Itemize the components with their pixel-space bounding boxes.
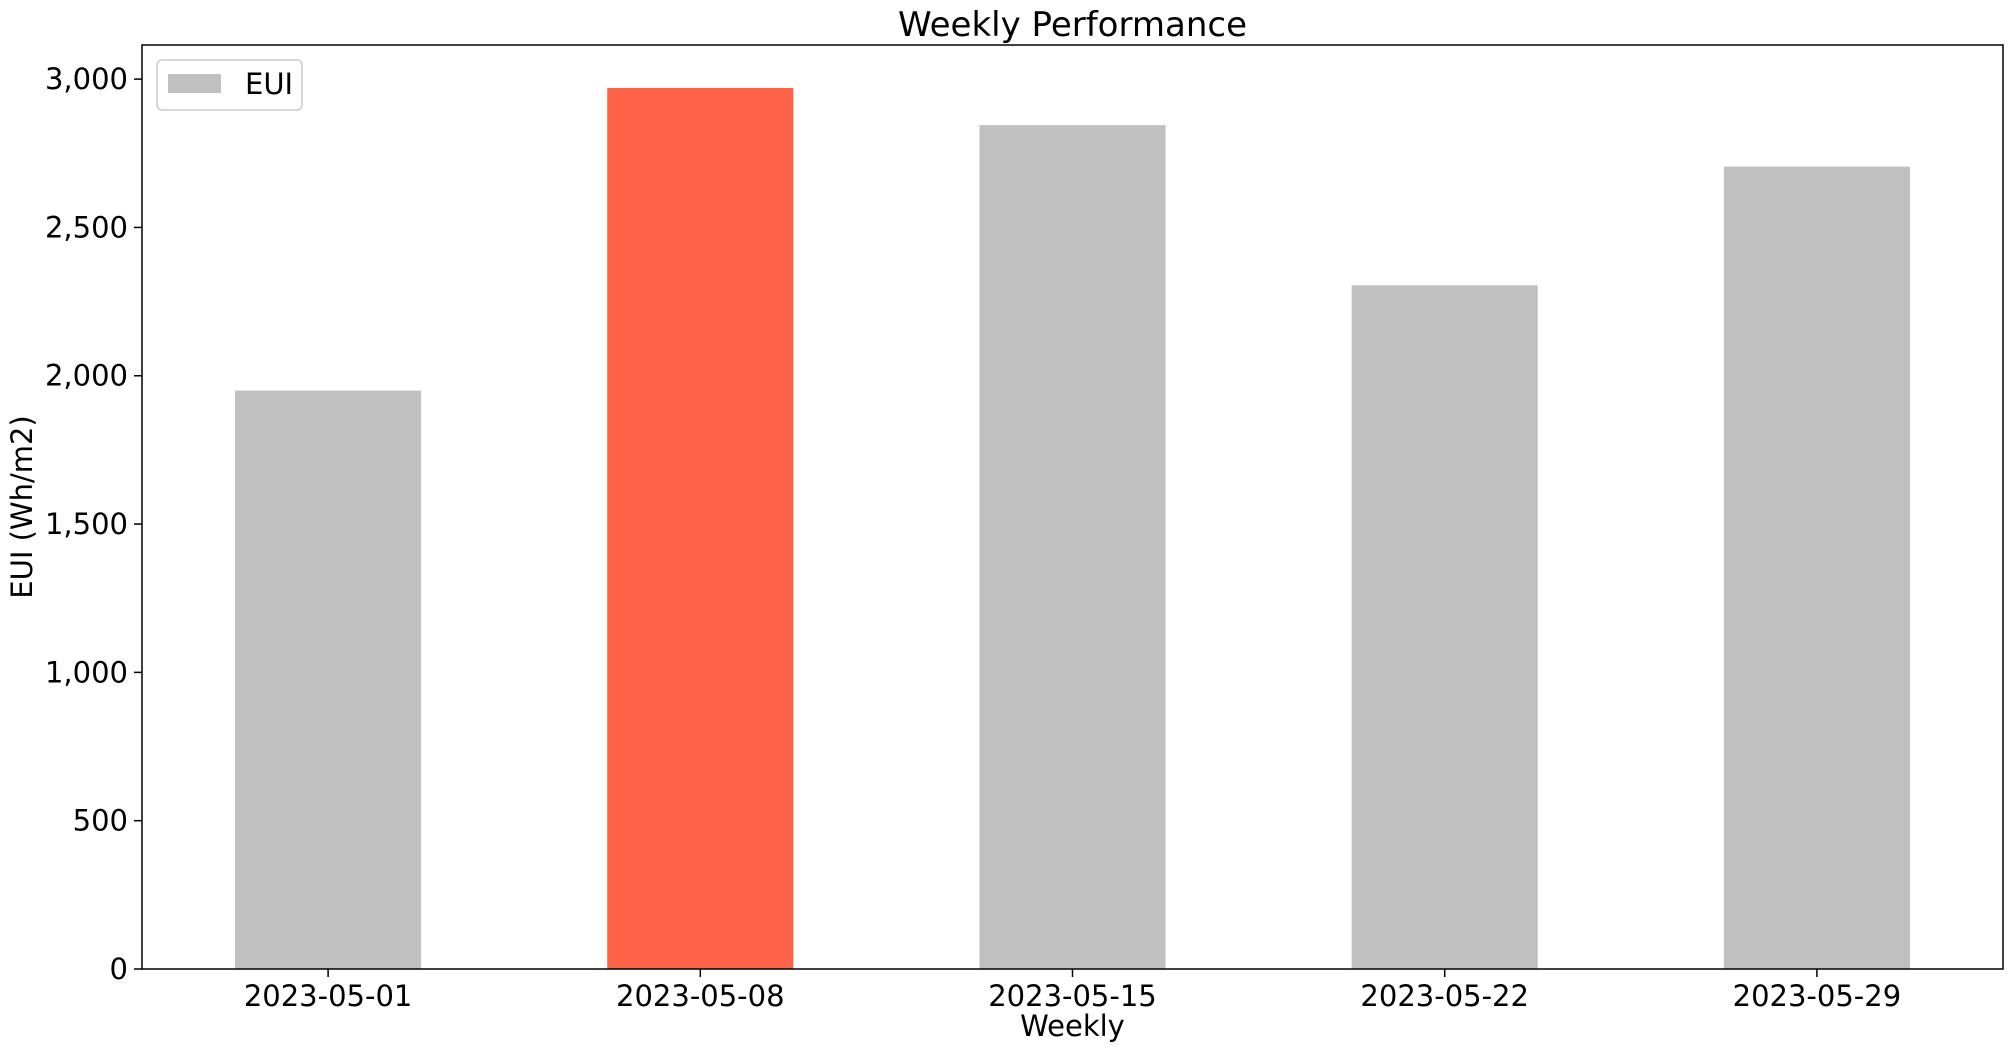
- x-axis: 2023-05-01 2023-05-08 2023-05-15 2023-05-22…: [244, 969, 1901, 1013]
- bar-2023-05-29: [1723, 166, 1910, 969]
- bar-2023-05-01: [235, 390, 422, 969]
- y-tick-label: 2,500: [45, 210, 128, 244]
- chart-title: Weekly Performance: [898, 5, 1247, 45]
- x-tick-label: 2023-05-01: [244, 979, 413, 1013]
- legend-frame: [156, 59, 303, 111]
- bar-2023-05-22: [1351, 285, 1538, 969]
- legend-swatch: [168, 74, 221, 93]
- bar-2023-05-15: [979, 125, 1166, 970]
- x-tick-label: 2023-05-29: [1733, 979, 1902, 1013]
- x-tick-label: 2023-05-08: [616, 979, 785, 1013]
- legend-label-eui: EUI: [245, 67, 293, 101]
- y-tick-label: 3,000: [45, 62, 128, 96]
- y-axis-label: EUI (Wh/m2): [5, 415, 39, 598]
- x-tick-label: 2023-05-15: [988, 979, 1157, 1013]
- y-axis: 0 500 1,000 1,500 2,000 2,500 3,000: [45, 62, 142, 986]
- y-tick-label: 1,000: [45, 655, 128, 689]
- y-tick-label: 0: [110, 952, 128, 986]
- y-tick-label: 500: [73, 804, 128, 838]
- bars-layer: [235, 88, 1910, 970]
- legend: EUI: [156, 59, 303, 111]
- x-axis-label: Weekly: [1020, 1009, 1125, 1043]
- y-tick-label: 2,000: [45, 359, 128, 393]
- x-tick-label: 2023-05-22: [1360, 979, 1529, 1013]
- bar-2023-05-08: [607, 88, 794, 969]
- y-tick-label: 1,500: [45, 507, 128, 541]
